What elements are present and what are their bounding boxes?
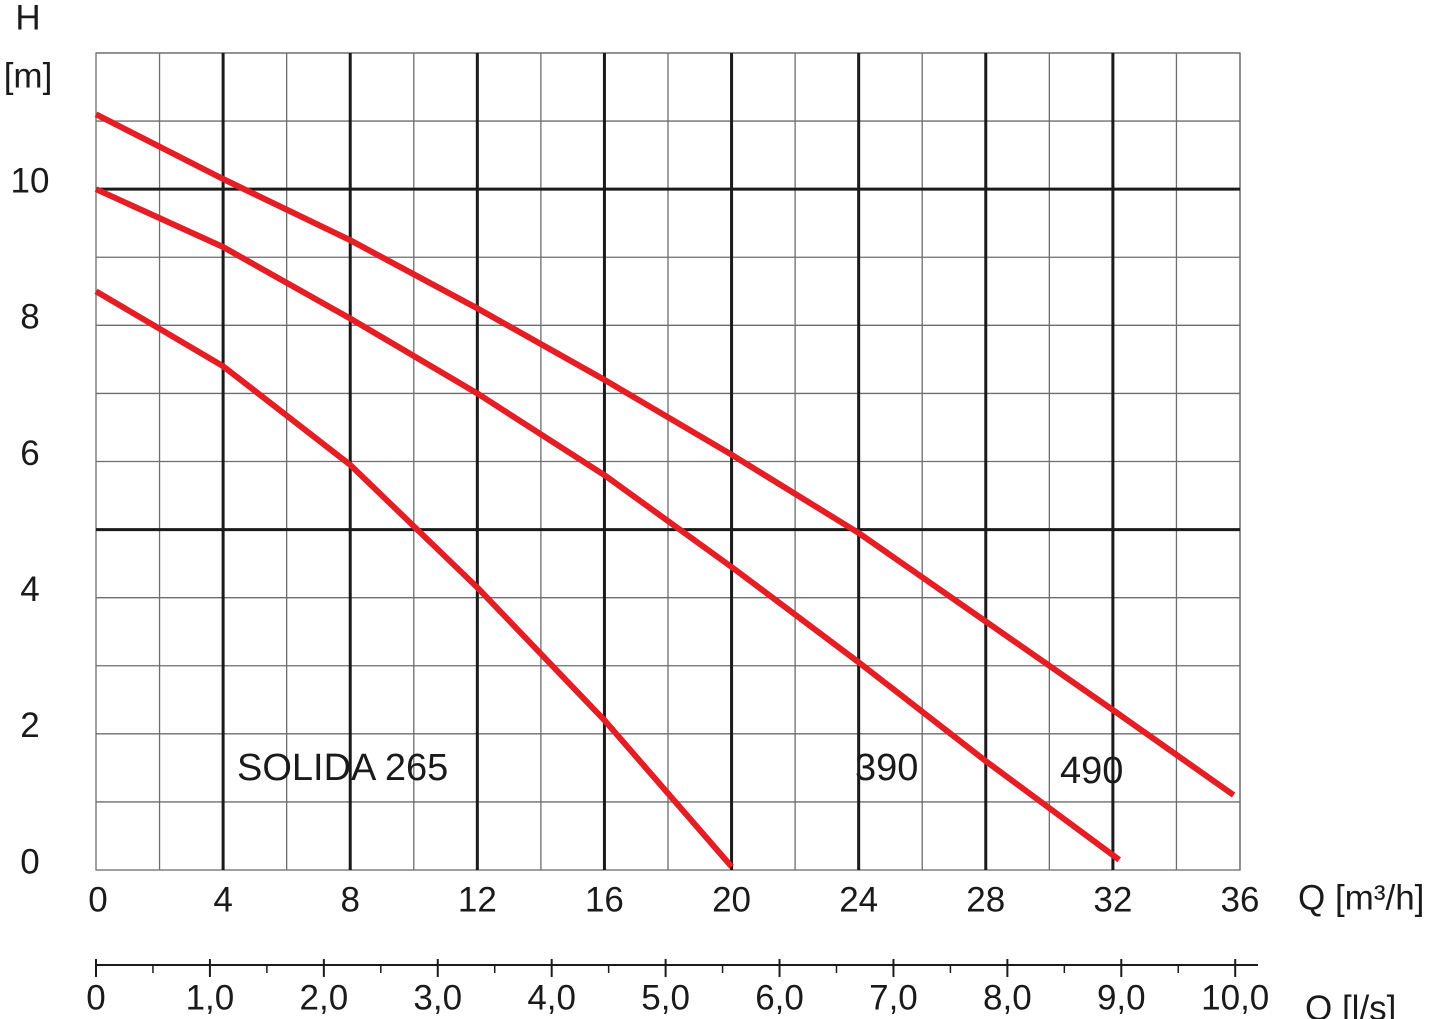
y-unit: [m]: [4, 56, 53, 95]
y-tick-label: 2: [20, 706, 39, 745]
x2-tick-label: 6,0: [755, 978, 804, 1017]
series-label: SOLIDA 265: [237, 747, 448, 789]
x2-tick-label: 4,0: [527, 978, 576, 1017]
x2-tick-label: 5,0: [641, 978, 690, 1017]
x2-tick-label: 0: [86, 978, 105, 1017]
y-tick-label: 4: [20, 570, 39, 609]
y-tick-label: 8: [20, 298, 39, 337]
x-tick-label: 12: [458, 880, 497, 919]
y-tick-label: 6: [20, 434, 39, 473]
x2-tick-label: 9,0: [1097, 978, 1146, 1017]
x2-tick-label: 2,0: [300, 978, 349, 1017]
x2-label: Q [l/s]: [1305, 989, 1396, 1019]
x2-tick-label: 3,0: [413, 978, 462, 1017]
x2-tick-label: 8,0: [983, 978, 1032, 1017]
x-tick-label: 4: [213, 880, 232, 919]
pump-curve: [94, 186, 1121, 863]
pump-curve: [94, 288, 734, 869]
x-tick-label: 32: [1093, 880, 1132, 919]
x-tick-label: 8: [340, 880, 359, 919]
x-tick-label: 24: [839, 880, 878, 919]
x-tick-label: 36: [1221, 880, 1260, 919]
x-tick-label: 16: [585, 880, 624, 919]
x2-tick-label: 10,0: [1201, 978, 1269, 1017]
y-tick-label: 0: [20, 842, 39, 881]
y-label: H: [15, 0, 40, 37]
y-tick-label: 10: [11, 161, 50, 200]
x-tick-label: 20: [712, 880, 751, 919]
x-tick-label: 0: [88, 880, 107, 919]
x-tick-label: 28: [966, 880, 1005, 919]
series-label: 490: [1060, 750, 1123, 792]
x-label: Q [m³/h]: [1298, 878, 1424, 917]
x2-tick-label: 1,0: [186, 978, 235, 1017]
series-label: 390: [855, 747, 918, 789]
x2-tick-label: 7,0: [869, 978, 918, 1017]
pump-curve: [94, 111, 1236, 798]
